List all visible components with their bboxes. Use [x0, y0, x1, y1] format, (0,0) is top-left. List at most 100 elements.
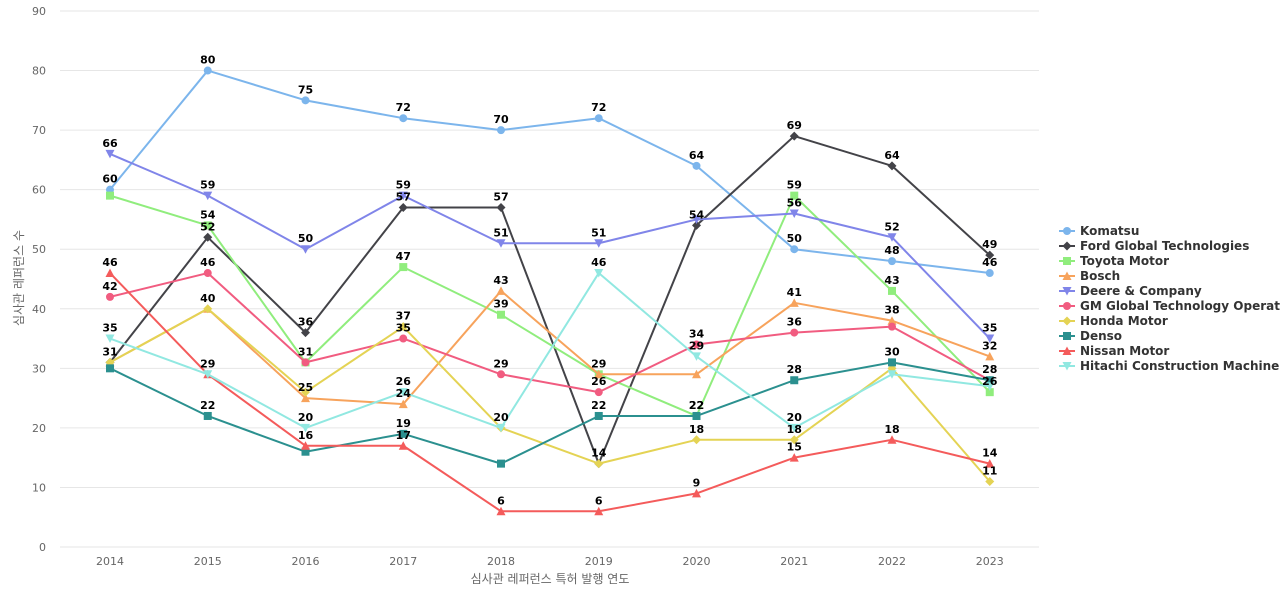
data-label: 46 — [200, 256, 216, 269]
y-axis-title: 심사관 레퍼런스 수 — [12, 230, 26, 326]
data-label: 47 — [396, 250, 411, 263]
data-label: 6 — [497, 494, 505, 507]
y-tick-label: 10 — [32, 481, 46, 494]
data-point — [496, 506, 506, 516]
data-point — [106, 292, 114, 301]
data-point — [399, 429, 408, 438]
data-label: 6 — [595, 494, 603, 507]
y-tick-label: 0 — [39, 541, 46, 554]
data-point — [692, 161, 701, 170]
data-point — [496, 286, 506, 295]
data-point — [789, 435, 799, 445]
data-point — [594, 459, 604, 469]
legend-item[interactable]: Nissan Motor — [1059, 344, 1169, 358]
data-label: 42 — [102, 280, 117, 293]
legend-item[interactable]: Hitachi Construction Machinery — [1059, 359, 1280, 373]
data-point — [790, 245, 799, 254]
y-tick-label: 60 — [32, 184, 46, 197]
data-label: 41 — [787, 286, 802, 299]
data-label: 40 — [200, 292, 216, 305]
data-point — [692, 340, 701, 349]
data-point — [497, 459, 505, 468]
data-label: 59 — [396, 179, 411, 192]
x-tick-label: 2014 — [96, 555, 124, 568]
y-tick-label: 40 — [32, 303, 46, 316]
legend-label: Toyota Motor — [1080, 254, 1169, 268]
data-label: 18 — [787, 423, 802, 436]
series-9 — [105, 269, 995, 433]
data-label: 43 — [493, 274, 508, 287]
x-tick-label: 2021 — [780, 555, 808, 568]
y-tick-label: 50 — [32, 243, 46, 256]
legend-label: Nissan Motor — [1080, 344, 1169, 358]
data-label: 75 — [298, 83, 313, 96]
series-1 — [105, 131, 995, 469]
data-label: 39 — [493, 298, 508, 311]
legend-item[interactable]: GM Global Technology Operat... — [1059, 299, 1280, 313]
legend-label: Denso — [1080, 329, 1122, 343]
data-label: 54 — [200, 208, 216, 221]
legend-item[interactable]: Denso — [1059, 329, 1122, 343]
data-point — [106, 364, 114, 373]
legend-item[interactable]: Toyota Motor — [1059, 254, 1169, 268]
data-point — [398, 399, 408, 409]
data-point — [301, 358, 310, 367]
data-label: 22 — [689, 399, 704, 412]
data-label: 19 — [396, 417, 411, 430]
data-label: 38 — [884, 304, 899, 317]
data-point — [203, 304, 213, 314]
data-label: 36 — [298, 316, 314, 329]
data-point — [594, 239, 604, 248]
data-label: 59 — [787, 179, 802, 192]
series-line — [109, 307, 991, 483]
legend-item[interactable]: Ford Global Technologies — [1059, 239, 1249, 253]
series-4 — [105, 149, 995, 344]
data-label: 60 — [102, 173, 118, 186]
data-label: 24 — [396, 387, 412, 400]
data-point — [105, 149, 115, 159]
legend-marker — [1062, 287, 1072, 296]
data-point — [888, 358, 896, 367]
data-label: 20 — [493, 411, 509, 424]
data-point — [496, 203, 506, 213]
data-label: 9 — [693, 476, 701, 489]
data-label: 22 — [591, 399, 606, 412]
data-label: 26 — [591, 375, 607, 388]
data-label: 20 — [298, 411, 314, 424]
data-point — [887, 233, 897, 242]
legend-marker — [1063, 257, 1071, 265]
data-point — [203, 232, 213, 242]
data-point — [398, 441, 408, 450]
data-label: 15 — [787, 441, 802, 454]
series-line — [109, 135, 991, 465]
x-tick-label: 2018 — [487, 555, 515, 568]
data-point — [497, 310, 505, 319]
legend-item[interactable]: Deere & Company — [1059, 284, 1202, 298]
data-point — [789, 298, 799, 307]
y-tick-label: 90 — [32, 5, 46, 18]
data-point — [301, 96, 310, 105]
data-label: 51 — [493, 226, 508, 239]
data-label: 52 — [200, 220, 215, 233]
data-point — [985, 388, 994, 397]
data-point — [790, 376, 799, 385]
data-point — [399, 263, 408, 272]
legend-marker — [1062, 316, 1072, 326]
data-point — [203, 411, 212, 420]
legend-marker — [1062, 271, 1072, 280]
y-tick-label: 30 — [32, 362, 46, 375]
y-tick-label: 20 — [32, 422, 46, 435]
data-label: 31 — [102, 345, 117, 358]
data-label: 51 — [591, 226, 606, 239]
data-point — [497, 370, 505, 379]
data-point — [398, 203, 408, 213]
legend-item[interactable]: Honda Motor — [1059, 314, 1168, 328]
data-point — [399, 334, 408, 343]
legend-item[interactable]: Komatsu — [1059, 224, 1139, 238]
data-label: 59 — [200, 179, 215, 192]
data-point — [789, 209, 799, 218]
legend-item[interactable]: Bosch — [1059, 269, 1120, 283]
